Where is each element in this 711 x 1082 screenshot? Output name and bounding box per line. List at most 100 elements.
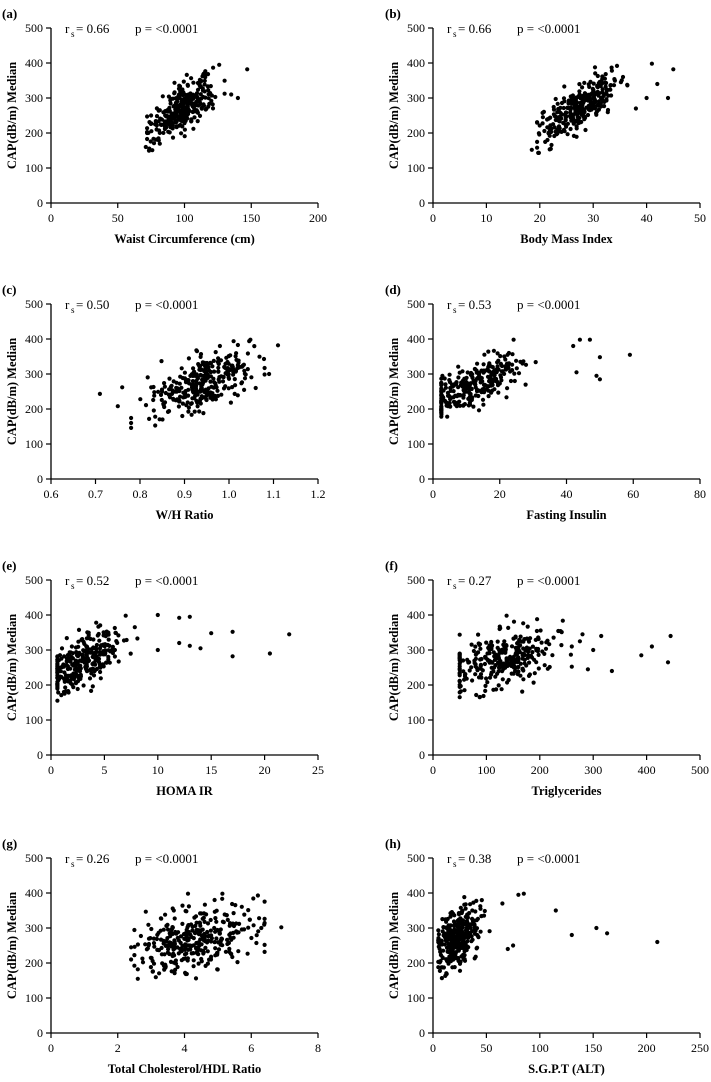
data-point [597, 91, 602, 96]
data-point [167, 395, 173, 400]
data-point [474, 387, 480, 392]
data-point [152, 390, 157, 395]
data-point [160, 94, 165, 99]
y-tick-label: 0 [37, 472, 43, 486]
data-point [155, 947, 160, 953]
data-point [457, 664, 462, 669]
data-point [604, 80, 609, 86]
data-point [568, 126, 573, 132]
data-point [213, 946, 218, 951]
data-point [468, 922, 473, 927]
x-axis-title: HOMA IR [156, 784, 214, 798]
stat-r-label: r [65, 851, 70, 866]
data-point [547, 664, 552, 670]
data-point [214, 919, 219, 924]
data-point [591, 647, 596, 653]
data-point [444, 919, 449, 924]
data-point [556, 125, 562, 130]
data-point [502, 644, 507, 649]
x-tick-label: 2 [115, 1041, 121, 1055]
data-point [563, 114, 568, 119]
data-point [504, 613, 509, 618]
data-point [100, 651, 105, 656]
data-point [457, 667, 462, 672]
data-point [527, 660, 532, 665]
data-point [205, 961, 210, 966]
data-point [476, 408, 482, 413]
data-point [585, 667, 591, 672]
data-point [463, 902, 468, 907]
data-point [500, 669, 505, 674]
data-point [525, 624, 530, 629]
stat-r-label: r [447, 297, 452, 312]
data-point [210, 102, 215, 107]
data-point [212, 369, 217, 374]
data-point [188, 947, 193, 952]
data-point [180, 413, 185, 419]
data-point [253, 385, 258, 391]
data-point [489, 377, 494, 382]
data-point [129, 420, 134, 426]
x-tick-label: 15 [205, 763, 217, 777]
data-point [180, 921, 185, 927]
data-point [555, 110, 560, 115]
data-point [213, 350, 218, 355]
data-point [484, 676, 489, 681]
data-point [262, 949, 267, 955]
data-point [481, 402, 486, 407]
data-point [476, 641, 481, 646]
data-point [232, 391, 237, 396]
y-axis-title: CAP(dB/m) Median [387, 614, 401, 721]
data-point [129, 415, 134, 421]
data-point [195, 94, 200, 99]
data-point [228, 400, 233, 405]
data-point [120, 385, 125, 390]
y-tick-label: 100 [407, 991, 425, 1005]
data-point [230, 654, 235, 659]
data-point [600, 87, 605, 92]
data-point [526, 653, 531, 658]
stat-r-value: = 0.26 [76, 851, 110, 866]
data-point [93, 652, 98, 658]
data-point [467, 402, 473, 407]
data-point [449, 910, 454, 915]
data-point [177, 615, 182, 620]
data-point [216, 356, 221, 361]
data-point [438, 952, 443, 958]
data-point [234, 357, 239, 362]
data-point [116, 633, 121, 638]
data-point [189, 951, 194, 956]
data-point [191, 936, 196, 941]
data-point [98, 665, 103, 670]
data-point [476, 675, 482, 680]
data-point [490, 365, 495, 370]
y-tick-label: 500 [407, 851, 425, 865]
data-point [488, 646, 493, 651]
data-point [569, 644, 574, 649]
data-point [580, 632, 585, 637]
y-tick-label: 400 [407, 886, 425, 900]
data-point [504, 395, 509, 400]
data-point [496, 683, 501, 688]
data-point [217, 343, 222, 349]
data-point [584, 96, 589, 101]
data-point [224, 355, 229, 360]
data-point [505, 386, 510, 391]
y-tick-label: 400 [25, 608, 43, 622]
data-point [71, 685, 76, 690]
data-point [201, 94, 206, 100]
data-point [208, 390, 213, 395]
data-point [603, 72, 608, 77]
data-point [597, 355, 603, 360]
data-point [151, 961, 157, 966]
stat-r-subscript: s [71, 859, 75, 869]
data-point [185, 82, 190, 87]
y-tick-label: 400 [407, 332, 425, 346]
data-point [215, 393, 221, 398]
data-point [242, 387, 247, 392]
data-point [665, 660, 671, 665]
data-point [183, 908, 188, 914]
data-point [600, 77, 605, 82]
x-tick-label: 0 [430, 211, 436, 225]
